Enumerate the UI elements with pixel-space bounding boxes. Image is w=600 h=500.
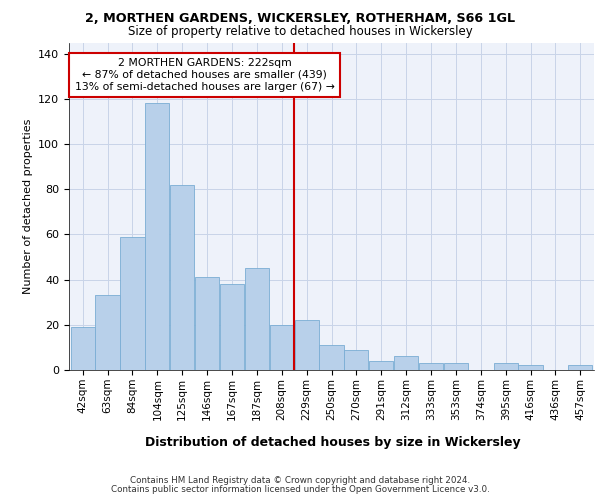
Text: Distribution of detached houses by size in Wickersley: Distribution of detached houses by size … [145, 436, 521, 449]
Bar [568, 366, 592, 370]
Text: 2, MORTHEN GARDENS, WICKERSLEY, ROTHERHAM, S66 1GL: 2, MORTHEN GARDENS, WICKERSLEY, ROTHERHA… [85, 12, 515, 26]
Bar [344, 350, 368, 370]
Text: 2 MORTHEN GARDENS: 222sqm
← 87% of detached houses are smaller (439)
13% of semi: 2 MORTHEN GARDENS: 222sqm ← 87% of detac… [74, 58, 335, 92]
Bar [394, 356, 418, 370]
Bar [295, 320, 319, 370]
Text: Contains public sector information licensed under the Open Government Licence v3: Contains public sector information licen… [110, 484, 490, 494]
Bar [369, 361, 394, 370]
Text: Contains HM Land Registry data © Crown copyright and database right 2024.: Contains HM Land Registry data © Crown c… [130, 476, 470, 485]
Bar [444, 363, 468, 370]
Bar [419, 363, 443, 370]
Bar [170, 185, 194, 370]
Bar [269, 325, 294, 370]
Bar [518, 366, 542, 370]
Bar [319, 345, 344, 370]
Bar [220, 284, 244, 370]
Y-axis label: Number of detached properties: Number of detached properties [23, 118, 32, 294]
Text: Size of property relative to detached houses in Wickersley: Size of property relative to detached ho… [128, 25, 472, 38]
Bar [145, 104, 169, 370]
Bar [121, 236, 145, 370]
Bar [245, 268, 269, 370]
Bar [195, 278, 219, 370]
Bar [494, 363, 518, 370]
Bar [95, 296, 119, 370]
Bar [71, 327, 95, 370]
